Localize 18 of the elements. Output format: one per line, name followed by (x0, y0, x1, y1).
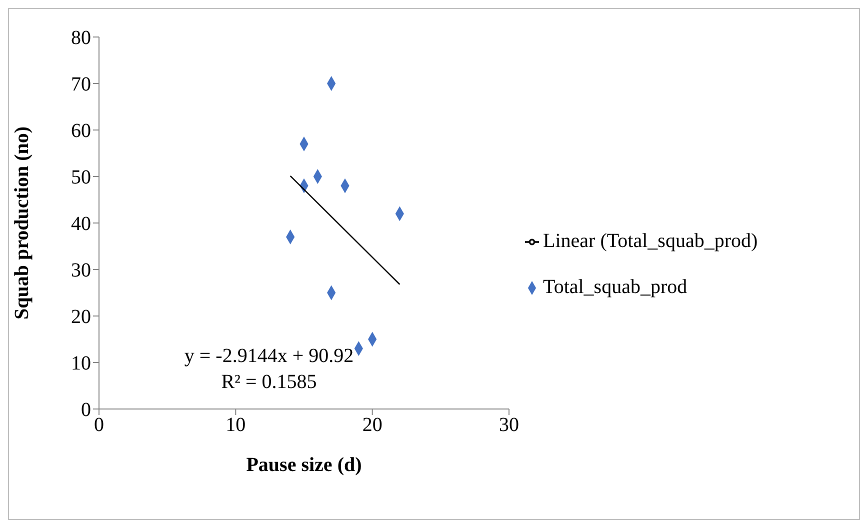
y-tick-label: 0 (81, 399, 91, 422)
y-tick-label: 70 (71, 74, 91, 96)
annotation: R² = 0.1585 (220, 370, 318, 395)
y-tick-label: 50 (71, 166, 91, 189)
y-tick-label: 60 (71, 120, 91, 142)
x-tick-label: 30 (499, 414, 519, 436)
y-axis-title: Squab production (no) (11, 126, 34, 320)
y-tick-label: 20 (71, 306, 91, 328)
x-tick-label: 20 (362, 414, 382, 436)
y-tick-label: 30 (71, 260, 91, 282)
x-tick-label: 10 (226, 414, 246, 436)
y-tick-label: 40 (71, 213, 91, 236)
y-tick-label: 80 (71, 27, 91, 50)
y-tick-label: 10 (71, 352, 91, 375)
x-axis-title: Pause size (d) (246, 454, 362, 476)
legend-label: Linear (Total_squab_prod) (543, 230, 758, 252)
annotation: y = -2.9144x + 90.92 (183, 344, 355, 369)
legend-label: Total_squab_prod (543, 276, 688, 298)
